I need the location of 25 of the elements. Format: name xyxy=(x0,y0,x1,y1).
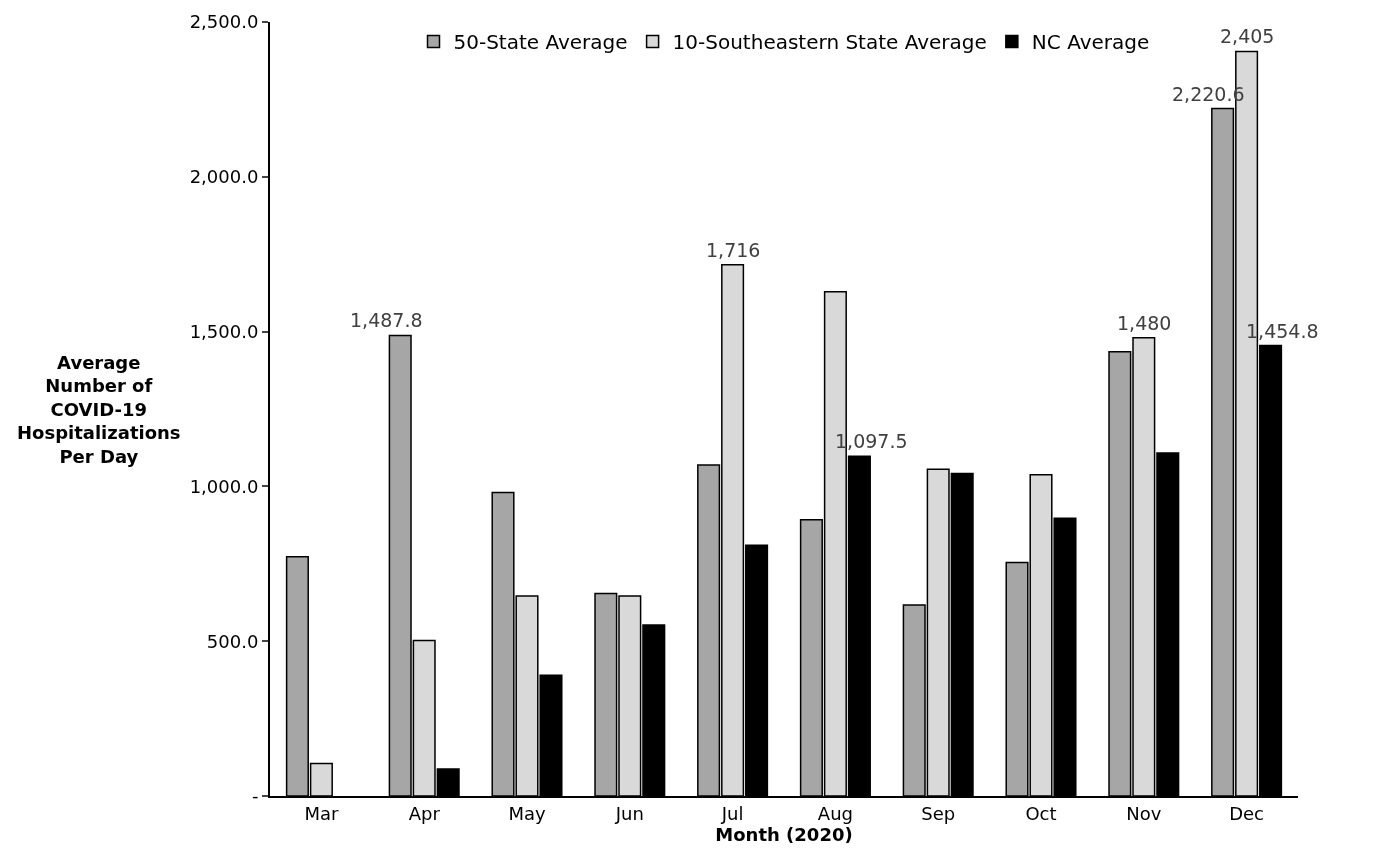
x-tick-label: Aug xyxy=(817,802,853,824)
y-tick-label: 500.0 xyxy=(206,630,259,652)
x-tick-label: Dec xyxy=(1229,802,1265,824)
y-axis-title: Average Number of COVID-19 Hospitalizations Per Day xyxy=(17,352,181,467)
x-tick-label: Mar xyxy=(304,802,339,824)
x-tick-label: May xyxy=(508,802,546,824)
x-tick-label: Jul xyxy=(720,802,744,824)
legend-label: NC Average xyxy=(1031,30,1150,55)
y-tick-label: 1,000.0 xyxy=(189,475,259,497)
data-label: 1,480 xyxy=(1117,312,1172,334)
x-axis-title: Month (2020) xyxy=(715,823,853,845)
x-tick-label: Sep xyxy=(921,802,956,824)
y-tick-label: - xyxy=(251,785,259,807)
legend-label: 10-Southeastern State Average xyxy=(672,30,987,55)
x-tick-label: Oct xyxy=(1025,802,1057,824)
data-label: 1,716 xyxy=(706,239,761,261)
legend-label: 50-State Average xyxy=(453,30,628,55)
data-label: 1,487.8 xyxy=(350,309,423,331)
x-tick-label: Apr xyxy=(408,802,441,824)
x-tick-label: Nov xyxy=(1126,802,1162,824)
data-label: 2,405 xyxy=(1220,25,1275,47)
y-tick-label: 2,000.0 xyxy=(189,166,259,188)
y-tick-label: 1,500.0 xyxy=(189,320,259,342)
x-tick-label: Jun xyxy=(614,802,644,824)
y-tick-label: 2,500.0 xyxy=(189,11,259,33)
